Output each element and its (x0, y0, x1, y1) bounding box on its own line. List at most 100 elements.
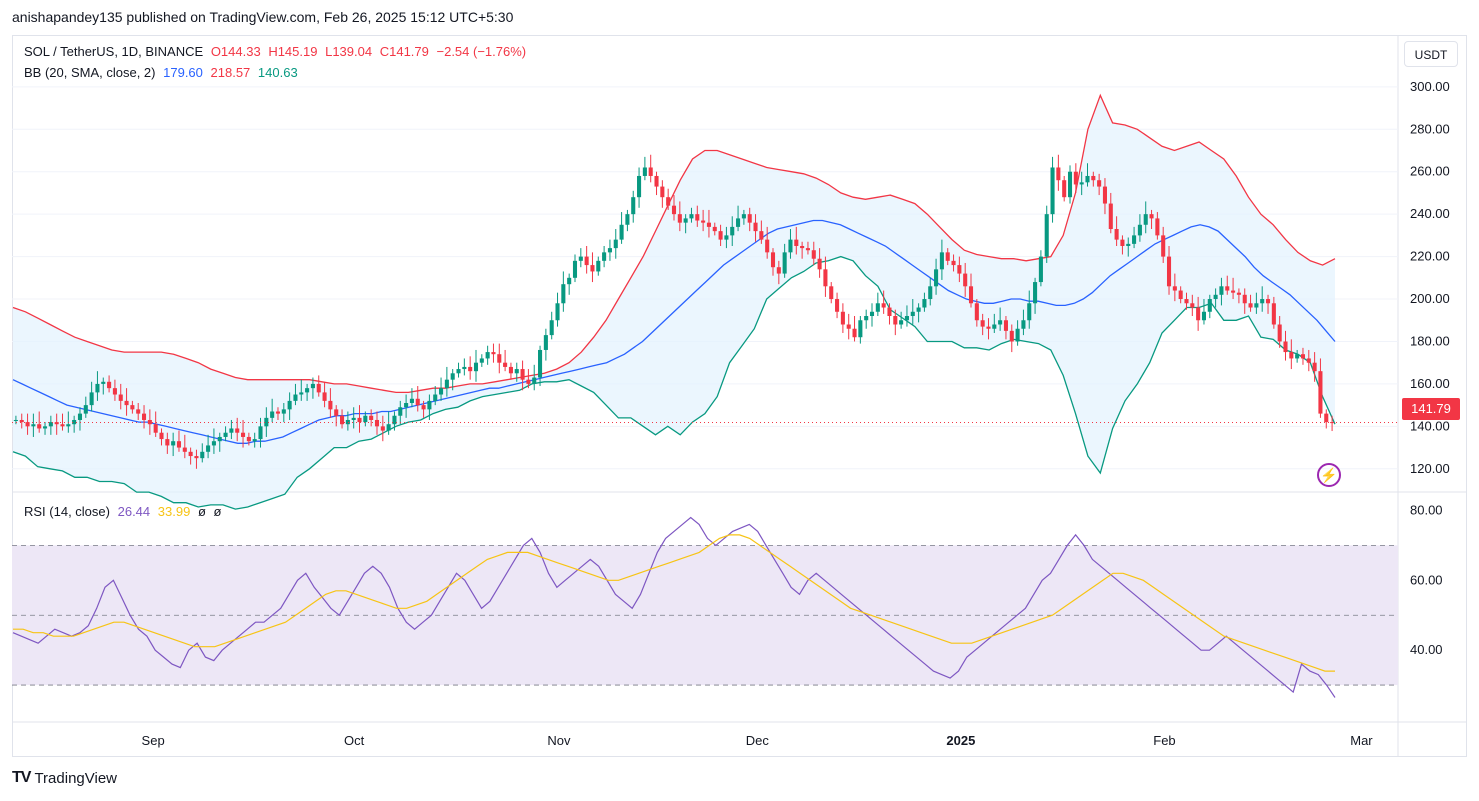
candle-body (881, 303, 886, 308)
candle-body (922, 299, 927, 308)
candle-body (508, 366, 513, 374)
candle-body (596, 260, 601, 272)
candle-body (473, 362, 479, 372)
bb-lower-value: 140.63 (257, 65, 298, 80)
candle-body (1126, 243, 1131, 246)
candle-body (1166, 256, 1172, 287)
rsi-ma-line (13, 534, 1335, 672)
bb-label[interactable]: BB (20, SMA, close, 2) (24, 65, 156, 80)
candle-body (1114, 229, 1119, 240)
candle-body (345, 419, 350, 425)
candle-body (217, 436, 222, 442)
candle-body (468, 366, 473, 372)
candle-body (934, 269, 939, 287)
last-price-label: 141.79 (1402, 398, 1460, 420)
candle-body (817, 258, 822, 270)
candle-body (293, 394, 298, 401)
candle-body (1265, 299, 1271, 304)
time-tick-label: Nov (547, 733, 571, 748)
bb-upper-line (12, 93, 1336, 394)
candle-body (1155, 218, 1160, 236)
candle-body (1044, 214, 1049, 257)
currency-button[interactable]: USDT (1404, 41, 1458, 67)
candle-body (305, 388, 310, 393)
rsi-label[interactable]: RSI (14, close) (24, 504, 110, 519)
candle-body (1207, 299, 1212, 312)
candle-body (607, 248, 612, 253)
candle-body (788, 239, 793, 253)
bb-upper-value: 218.57 (210, 65, 251, 80)
lightning-icon[interactable]: ⚡ (1317, 463, 1341, 487)
candle-body (625, 214, 630, 225)
candle-body (1067, 171, 1073, 198)
candle-body (246, 436, 251, 442)
candle-body (555, 303, 560, 321)
candle-body (223, 432, 228, 437)
candle-body (130, 405, 135, 410)
candle-body (147, 419, 152, 425)
candle-body (1225, 286, 1230, 291)
candle-body (386, 424, 391, 431)
candle-body (968, 286, 974, 304)
candle-body (811, 250, 816, 259)
candle-body (1236, 292, 1241, 295)
rsi-extra-1: ø (197, 504, 206, 519)
candle-body (1324, 413, 1329, 423)
candle-body (136, 409, 141, 414)
candle-body (1178, 290, 1183, 300)
candle-body (211, 441, 216, 446)
candle-body (328, 400, 333, 410)
candle-body (637, 175, 642, 198)
brand-name: TradingView (34, 769, 117, 787)
candle-body (864, 316, 869, 321)
candle-body (1196, 307, 1201, 321)
candle-body (194, 456, 199, 459)
candle-body (631, 197, 636, 215)
candle-body (654, 175, 659, 187)
candle-body (706, 222, 711, 227)
candle-body (1271, 303, 1276, 325)
change-value: −2.54 (−1.76%) (436, 44, 527, 59)
candle-body (340, 415, 345, 425)
candle-body (712, 226, 717, 232)
candle-body (910, 311, 915, 317)
candle-body (415, 398, 420, 406)
candle-body (118, 394, 123, 401)
candle-body (107, 381, 112, 389)
candle-body (642, 167, 647, 176)
candle-body (229, 428, 234, 433)
candle-body (124, 400, 129, 406)
close-value: C141.79 (379, 44, 429, 59)
candle-body (241, 432, 246, 437)
footer-brand[interactable]: TV TradingView (12, 769, 117, 787)
time-tick-label: Dec (746, 733, 770, 748)
candle-body (1283, 341, 1288, 353)
candle-body (660, 186, 665, 198)
tradingview-logo-icon: TV (12, 769, 31, 786)
time-tick-label: 2025 (946, 733, 975, 748)
price-tick-label: 280.00 (1410, 121, 1450, 136)
candle-body (409, 398, 414, 404)
candle-body (392, 415, 397, 425)
candle-body (1248, 303, 1253, 308)
candle-body (602, 252, 607, 261)
candle-body (421, 405, 426, 410)
candle-body (433, 394, 438, 401)
price-tick-label: 140.00 (1410, 418, 1450, 433)
candle-body (992, 324, 997, 329)
candle-body (31, 424, 36, 427)
candle-body (986, 326, 991, 329)
candle-body (1073, 171, 1078, 185)
bb-legend: BB (20, SMA, close, 2) 179.60 218.57 140… (24, 65, 302, 80)
candle-body (572, 260, 578, 278)
candle-body (54, 422, 59, 425)
publish-caption: anishapandey135 published on TradingView… (12, 9, 514, 25)
candle-body (1149, 214, 1154, 219)
candle-body (235, 428, 240, 433)
candle-body (77, 413, 83, 420)
symbol-label[interactable]: SOL / TetherUS, 1D, BINANCE (24, 44, 204, 59)
candle-body (188, 451, 193, 457)
candle-body (928, 286, 933, 300)
candle-body (1097, 180, 1102, 187)
